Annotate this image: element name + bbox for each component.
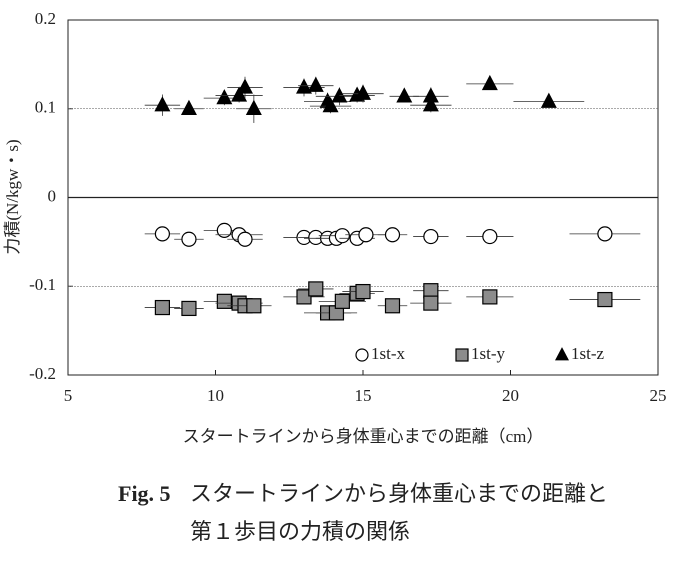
point <box>181 300 197 317</box>
x-tick-label: 20 <box>502 386 519 405</box>
x-tick-label: 10 <box>207 386 224 405</box>
caption-line: スタートラインから身体重心までの距離と <box>190 481 608 506</box>
point <box>216 89 233 105</box>
point <box>423 228 439 245</box>
point <box>355 283 371 300</box>
point <box>482 289 498 305</box>
point <box>154 299 170 316</box>
point <box>423 295 439 311</box>
point <box>597 291 613 308</box>
point <box>296 78 312 94</box>
point <box>334 293 350 309</box>
point <box>231 86 248 102</box>
point <box>296 289 312 305</box>
point <box>322 97 339 113</box>
point <box>540 92 557 108</box>
point <box>216 222 232 238</box>
point <box>180 99 197 115</box>
caption-line: 第１歩目の力積の関係 <box>190 519 410 544</box>
legend-label: 1st-x <box>371 344 406 363</box>
y-tick-label: -0.2 <box>29 364 56 383</box>
point <box>597 226 613 242</box>
point <box>181 231 197 247</box>
point <box>307 76 324 92</box>
point <box>237 78 253 94</box>
point <box>334 228 350 244</box>
y-tick-label: 0.1 <box>35 98 56 117</box>
legend-marker <box>555 347 569 361</box>
point <box>154 226 170 242</box>
point <box>246 298 262 314</box>
x-tick-label: 15 <box>355 386 372 405</box>
point <box>396 87 413 103</box>
point <box>216 293 232 309</box>
legend-label: 1st-y <box>471 344 506 363</box>
x-tick-label: 5 <box>64 386 73 405</box>
x-tick-label: 25 <box>650 386 667 405</box>
point <box>154 96 171 112</box>
point <box>482 228 498 245</box>
point <box>308 281 324 297</box>
y-tick-label: -0.1 <box>29 275 56 294</box>
point <box>422 96 439 112</box>
legend-label: 1st-z <box>571 344 605 363</box>
point <box>384 298 401 314</box>
point <box>355 84 371 100</box>
y-tick-label: 0 <box>48 186 57 205</box>
point <box>245 99 262 115</box>
caption-label: Fig. 5 <box>118 481 171 506</box>
y-tick-label: 0.2 <box>35 9 56 28</box>
x-axis-label: スタートラインから身体重心までの距離（cm） <box>183 427 544 446</box>
point <box>237 231 253 247</box>
y-axis-label: 力積(N/kgw・s) <box>3 139 22 254</box>
point <box>358 227 374 243</box>
point <box>481 74 498 91</box>
legend-marker <box>355 348 369 362</box>
point <box>384 227 401 243</box>
legend-marker <box>455 348 469 362</box>
